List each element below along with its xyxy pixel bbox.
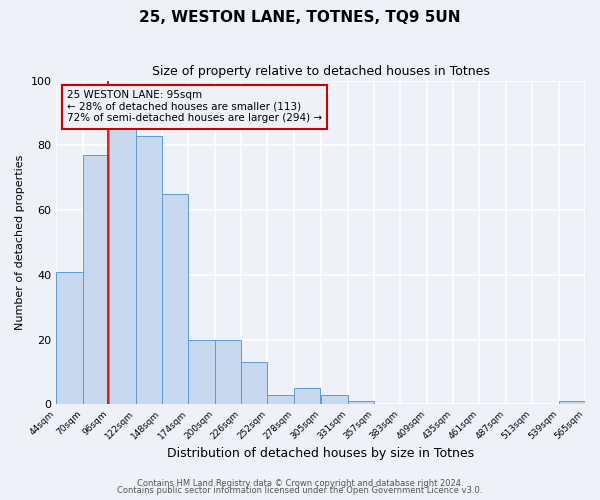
Text: 25 WESTON LANE: 95sqm
← 28% of detached houses are smaller (113)
72% of semi-det: 25 WESTON LANE: 95sqm ← 28% of detached … bbox=[67, 90, 322, 124]
Bar bbox=[83, 155, 109, 404]
Bar bbox=[294, 388, 320, 404]
Bar bbox=[188, 340, 215, 404]
X-axis label: Distribution of detached houses by size in Totnes: Distribution of detached houses by size … bbox=[167, 447, 474, 460]
Y-axis label: Number of detached properties: Number of detached properties bbox=[15, 155, 25, 330]
Title: Size of property relative to detached houses in Totnes: Size of property relative to detached ho… bbox=[152, 65, 490, 78]
Bar bbox=[321, 395, 347, 404]
Bar bbox=[215, 340, 241, 404]
Text: 25, WESTON LANE, TOTNES, TQ9 5UN: 25, WESTON LANE, TOTNES, TQ9 5UN bbox=[139, 10, 461, 25]
Bar bbox=[559, 402, 585, 404]
Bar bbox=[162, 194, 188, 404]
Bar bbox=[109, 129, 136, 404]
Bar bbox=[241, 362, 268, 405]
Bar bbox=[347, 402, 374, 404]
Text: Contains HM Land Registry data © Crown copyright and database right 2024.: Contains HM Land Registry data © Crown c… bbox=[137, 478, 463, 488]
Text: Contains public sector information licensed under the Open Government Licence v3: Contains public sector information licen… bbox=[118, 486, 482, 495]
Bar bbox=[136, 136, 162, 404]
Bar bbox=[56, 272, 83, 404]
Bar bbox=[268, 395, 294, 404]
